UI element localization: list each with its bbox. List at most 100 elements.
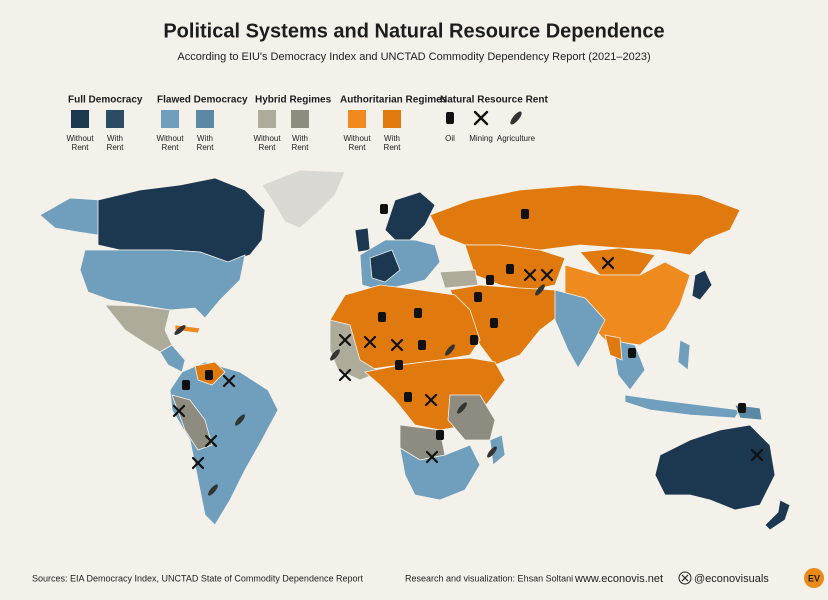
legend-group-title: Flawed Democracy <box>157 95 248 106</box>
mining-icon <box>424 393 438 407</box>
legend-label: With <box>292 134 308 143</box>
oil-icon <box>446 112 454 124</box>
australia <box>654 424 776 511</box>
legend-label: Rent <box>162 143 180 152</box>
legend-label: Rent <box>107 143 125 152</box>
mining-icon <box>204 434 218 448</box>
oil-icon <box>506 264 514 274</box>
agriculture-icon <box>174 325 186 335</box>
oil-icon <box>470 335 478 345</box>
oil-icon <box>486 275 494 285</box>
agriculture-icon <box>510 111 522 125</box>
oil-icon <box>205 370 213 380</box>
oil-icon <box>378 312 386 322</box>
world-map <box>39 169 791 531</box>
mining-icons <box>172 256 764 470</box>
agriculture-icon <box>330 349 340 361</box>
legend-label: Mining <box>469 134 493 143</box>
legend-label: With <box>197 134 213 143</box>
legend-swatch <box>348 110 366 128</box>
mining-icon <box>523 268 537 282</box>
indonesia <box>624 394 741 419</box>
legend-swatch <box>106 110 124 128</box>
mining-icon <box>191 456 205 470</box>
legend-label: With <box>107 134 123 143</box>
title: Political Systems and Natural Resource D… <box>163 20 664 42</box>
resource-icons <box>182 204 746 440</box>
legend-group-title: Natural Resource Rent <box>440 95 548 106</box>
mining-icon <box>473 110 489 126</box>
legend-group-title: Full Democracy <box>68 95 143 106</box>
turkey <box>439 269 479 289</box>
oil-icon <box>418 340 426 350</box>
legend-label: Rent <box>292 143 310 152</box>
agriculture-icons <box>174 284 545 496</box>
legend-label: With <box>384 134 400 143</box>
oil-icon <box>182 380 190 390</box>
legend-label: Rent <box>259 143 277 152</box>
oil-icon <box>380 204 388 214</box>
x-logo <box>678 571 692 585</box>
legend-label: Agriculture <box>497 134 536 143</box>
legend-label: Without <box>253 134 281 143</box>
subtitle: According to EIU's Democracy Index and U… <box>177 51 650 63</box>
legend-label: Rent <box>72 143 90 152</box>
logo-badge <box>804 568 824 588</box>
oil-icon <box>395 360 403 370</box>
japan <box>691 269 713 301</box>
social-handle: @econovisuals <box>694 573 769 585</box>
legend-label: Without <box>66 134 94 143</box>
usa <box>79 249 246 319</box>
agriculture-icon <box>445 344 455 356</box>
legend-label: Without <box>343 134 371 143</box>
greenland <box>261 169 346 229</box>
agriculture-icon <box>235 414 245 426</box>
agriculture-icon <box>535 284 545 296</box>
x-logo-ring <box>678 571 692 585</box>
legend-swatch <box>258 110 276 128</box>
philippines <box>677 339 691 371</box>
agriculture-icon <box>208 484 218 496</box>
mining-icon <box>172 404 186 418</box>
mining-icon <box>390 338 404 352</box>
new-zealand <box>764 499 791 531</box>
oil-icon <box>436 430 444 440</box>
legend-group-title: Authoritarian Regimes <box>340 95 448 106</box>
uk <box>354 227 371 253</box>
oil-icon <box>521 209 529 219</box>
oil-icon <box>414 308 422 318</box>
legend-label: Without <box>156 134 184 143</box>
oil-icon <box>628 348 636 358</box>
mining-icon <box>425 450 439 464</box>
x-logo-mark <box>681 574 689 582</box>
mining-icon <box>222 374 236 388</box>
central-asia <box>464 244 566 291</box>
canada <box>97 177 266 263</box>
mining-icon <box>601 256 615 270</box>
legend: Full DemocracyWithoutRentWithRentFlawed … <box>66 95 548 152</box>
western-europe <box>369 249 401 283</box>
mining-icon <box>338 368 352 382</box>
india <box>554 289 606 369</box>
oil-icon <box>474 292 482 302</box>
legend-label: Oil <box>445 134 455 143</box>
legend-swatch <box>161 110 179 128</box>
central-america <box>159 344 186 373</box>
mongolia <box>579 247 656 276</box>
legend-swatch <box>383 110 401 128</box>
legend-group-title: Hybrid Regimes <box>255 95 332 106</box>
oil-icon <box>404 392 412 402</box>
legend-swatch <box>291 110 309 128</box>
russia <box>429 184 741 256</box>
legend-label: Rent <box>349 143 367 152</box>
mining-icon <box>540 268 554 282</box>
madagascar <box>489 434 506 466</box>
legend-label: Rent <box>197 143 215 152</box>
legend-label: Rent <box>384 143 402 152</box>
alaska <box>39 197 101 236</box>
legend-swatch <box>71 110 89 128</box>
sources: Sources: EIA Democracy Index, UNCTAD Sta… <box>32 573 363 583</box>
mining-icon <box>750 448 764 462</box>
myanmar <box>604 334 623 361</box>
